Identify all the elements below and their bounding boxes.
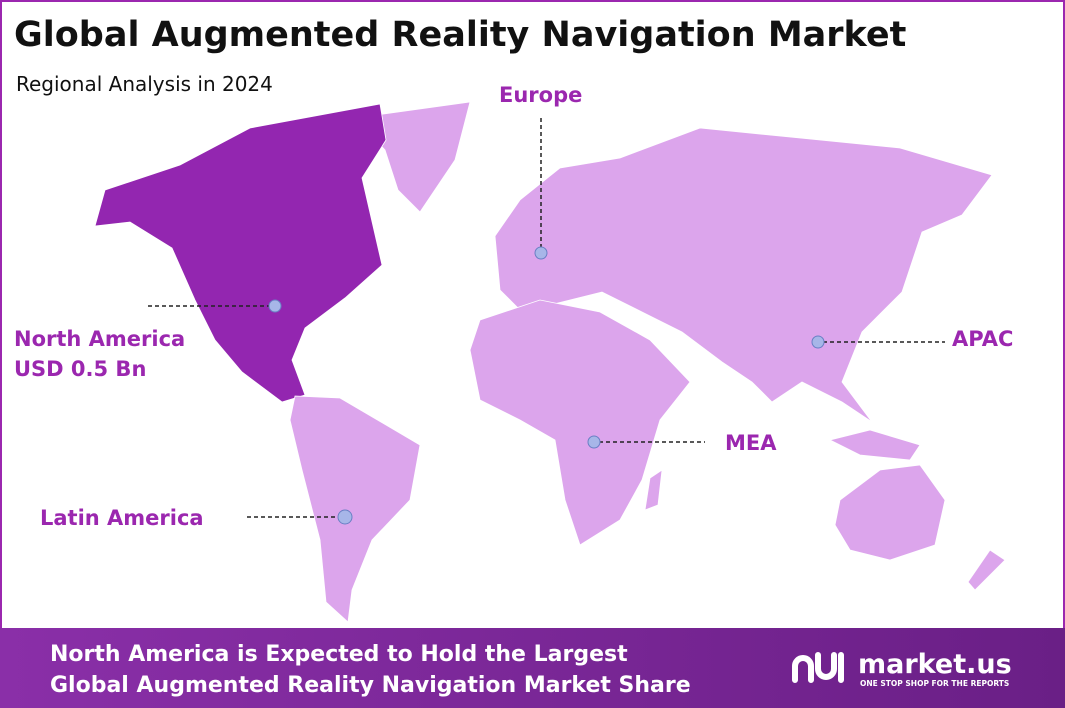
footer-line: North America is Expected to Hold the La… xyxy=(50,642,628,667)
callouts: North America USD 0.5 Bn Europe APAC MEA… xyxy=(14,83,1013,530)
region-label: APAC xyxy=(952,327,1013,351)
indonesia xyxy=(828,429,921,461)
logo: market.us ONE STOP SHOP FOR THE REPORTS xyxy=(792,649,1012,688)
logo-name: market.us xyxy=(858,649,1012,680)
region-label: North America xyxy=(14,327,185,351)
subtitle: Regional Analysis in 2024 xyxy=(16,72,273,96)
footer-line: Global Augmented Reality Navigation Mark… xyxy=(50,673,691,698)
region-label: MEA xyxy=(725,431,777,455)
south-america xyxy=(289,395,421,623)
logo-tagline: ONE STOP SHOP FOR THE REPORTS xyxy=(860,679,1009,688)
marker xyxy=(534,246,548,260)
marker xyxy=(811,335,825,349)
madagascar xyxy=(644,469,663,511)
region-value: USD 0.5 Bn xyxy=(14,357,146,381)
title: Global Augmented Reality Navigation Mark… xyxy=(14,15,906,55)
marker xyxy=(337,509,353,525)
new-zealand xyxy=(967,549,1006,591)
africa xyxy=(469,299,691,546)
footer: North America is Expected to Hold the La… xyxy=(0,628,1065,708)
region-label: Europe xyxy=(499,83,582,107)
eurasia xyxy=(494,127,993,423)
marker xyxy=(587,435,601,449)
marker xyxy=(268,299,282,313)
australia xyxy=(834,464,946,561)
footer-band xyxy=(0,628,1065,708)
region-label: Latin America xyxy=(40,506,204,530)
world-map xyxy=(94,101,1006,623)
logo-mark xyxy=(792,652,844,683)
north-america xyxy=(94,103,387,403)
